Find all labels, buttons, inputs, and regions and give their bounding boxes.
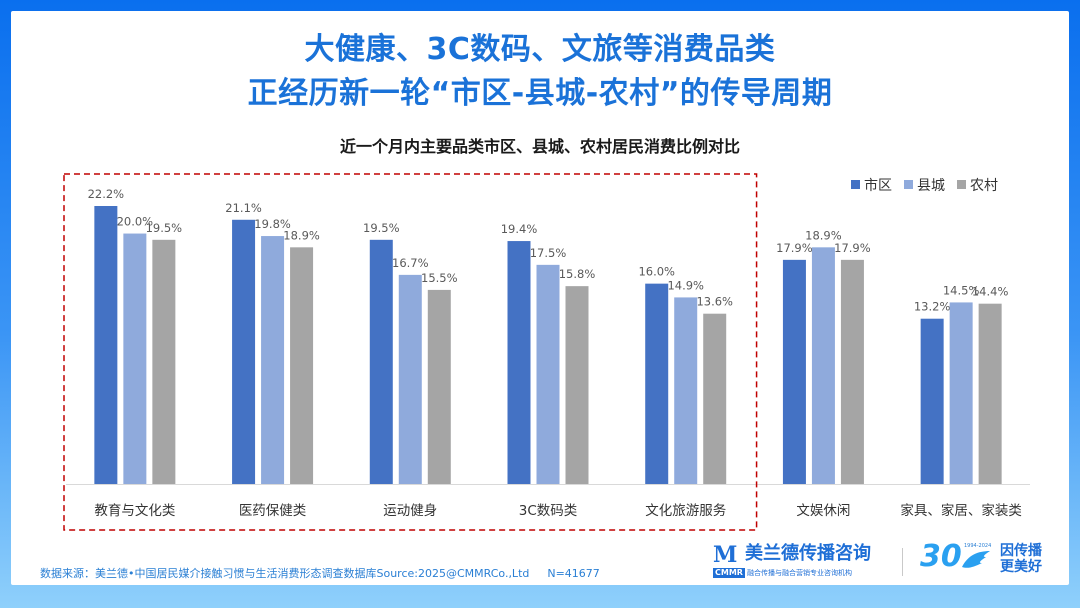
slogan-line2: 更美好 <box>1000 559 1042 575</box>
category-label: 医药保健类 <box>239 503 307 519</box>
data-label: 15.8% <box>559 267 596 281</box>
data-label: 17.9% <box>776 241 813 255</box>
legend-swatch-2 <box>957 180 966 189</box>
legend-label: 市区 <box>864 177 892 194</box>
anniversary-years: 1994-2024 <box>964 543 992 549</box>
data-source-note: 数据来源：美兰德•中国居民媒介接触习惯与生活消费形态调查数据库Source:20… <box>40 565 600 581</box>
bar-农村-6 <box>978 303 1002 484</box>
cmmr-logo-icon: M <box>713 542 738 568</box>
brand-tagline: 融合传播与融合营销专业咨询机构 <box>747 569 852 577</box>
brand-name: 美兰德传播咨询 <box>745 543 871 564</box>
bar-市区-6 <box>920 318 944 484</box>
bar-县城-0 <box>123 233 147 484</box>
category-label: 文化旅游服务 <box>645 503 726 519</box>
bar-市区-1 <box>232 219 256 484</box>
data-label: 17.5% <box>530 246 567 260</box>
bar-县城-2 <box>398 274 422 484</box>
anniversary-number: 30 <box>920 539 962 574</box>
data-label: 18.9% <box>283 228 320 242</box>
data-label: 19.5% <box>363 221 400 235</box>
sample-size: N=41677 <box>547 567 600 580</box>
category-label: 文娱休闲 <box>796 503 850 519</box>
wing-icon <box>962 551 990 568</box>
bar-农村-1 <box>290 247 314 484</box>
bar-农村-3 <box>565 286 589 484</box>
legend-label: 县城 <box>917 178 945 194</box>
bar-市区-2 <box>369 239 393 484</box>
bar-农村-0 <box>152 239 176 484</box>
data-label: 14.4% <box>972 285 1009 299</box>
data-label: 16.7% <box>392 256 429 270</box>
slide-title-line1: 大健康、3C数码、文旅等消费品类 <box>304 32 776 67</box>
bar-农村-2 <box>427 289 451 484</box>
bar-县城-3 <box>536 264 560 484</box>
data-label: 18.9% <box>805 228 842 242</box>
data-label: 22.2% <box>88 187 125 201</box>
data-label: 14.9% <box>667 278 704 292</box>
data-label: 14.5% <box>943 283 980 297</box>
bar-市区-0 <box>94 206 118 484</box>
slogan-line1: 因传播 <box>1000 543 1042 559</box>
brand-abbr: CMMR <box>713 568 745 578</box>
bar-农村-4 <box>703 313 727 484</box>
legend-swatch-0 <box>851 180 860 189</box>
data-label: 17.9% <box>834 241 871 255</box>
highlight-box <box>63 173 758 531</box>
data-label: 13.6% <box>696 295 733 309</box>
data-label: 16.0% <box>638 265 675 279</box>
bar-市区-4 <box>645 283 669 484</box>
bar-县城-6 <box>949 302 973 484</box>
data-label: 19.8% <box>254 217 291 231</box>
data-label: 19.4% <box>501 222 538 236</box>
category-label: 教育与文化类 <box>94 503 175 519</box>
source-text: 数据来源：美兰德•中国居民媒介接触习惯与生活消费形态调查数据库Source:20… <box>40 567 530 580</box>
category-label: 运动健身 <box>383 503 437 519</box>
data-label: 19.5% <box>146 221 183 235</box>
chart-title: 近一个月内主要品类市区、县城、农村居民消费比例对比 <box>339 137 740 156</box>
bar-县城-1 <box>261 236 285 484</box>
data-label: 13.2% <box>914 300 951 314</box>
bar-市区-3 <box>507 241 531 484</box>
logo-divider <box>902 548 903 576</box>
data-label: 15.5% <box>421 271 458 285</box>
bar-县城-4 <box>674 297 698 484</box>
data-label: 21.1% <box>225 201 262 215</box>
legend-label: 农村 <box>970 178 998 194</box>
legend-swatch-1 <box>904 180 913 189</box>
category-label: 3C数码类 <box>519 503 578 519</box>
bar-市区-5 <box>782 259 806 484</box>
slide-title-line2: 正经历新一轮“市区-县城-农村”的传导周期 <box>247 76 833 111</box>
data-label: 20.0% <box>117 215 154 229</box>
bar-县城-5 <box>811 247 835 484</box>
category-label: 家具、家居、家装类 <box>900 502 1022 519</box>
bar-农村-5 <box>840 259 864 484</box>
